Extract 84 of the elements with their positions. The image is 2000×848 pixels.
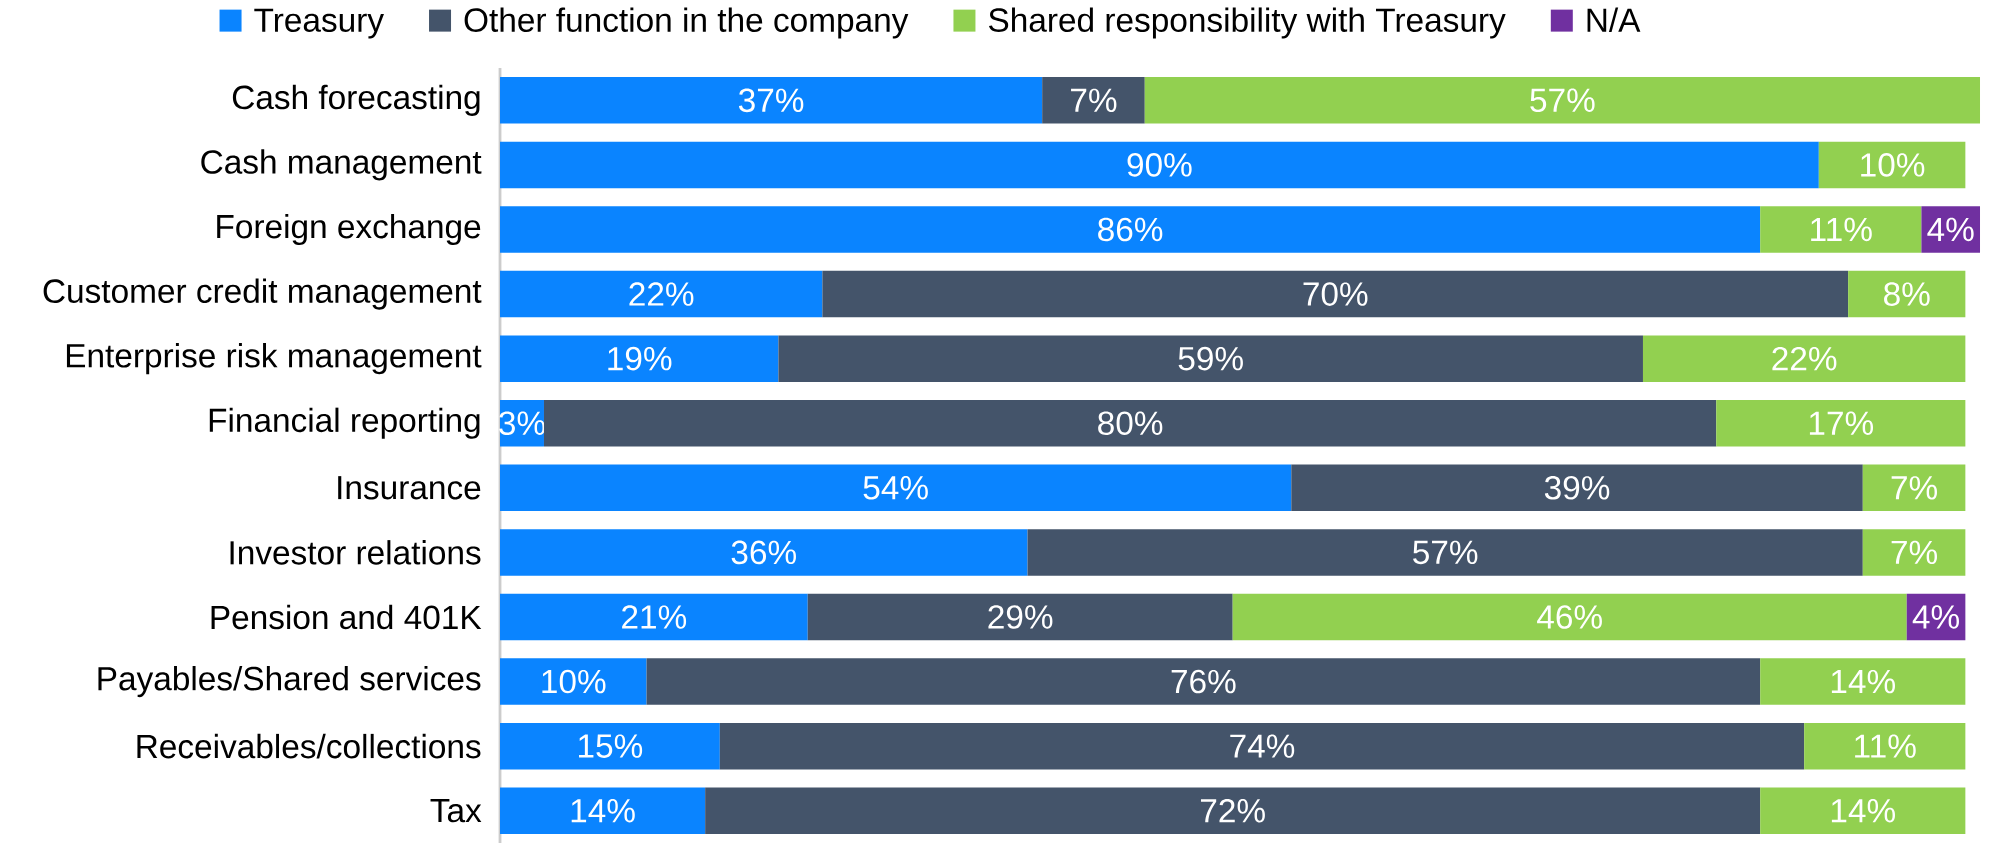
data-label: 39% [1544,475,1610,500]
bar [500,593,808,641]
data-label: 4% [1912,605,1959,629]
data-label: 80% [1098,411,1163,436]
bar [1848,270,1966,318]
data-label: 14% [1831,799,1895,823]
data-label: 70% [1303,282,1368,306]
bar [500,270,823,318]
bar [719,722,1805,770]
y-tick-label: Foreign exchange [217,213,481,246]
legend-label: N/A [1587,7,1641,32]
data-label: 86% [1098,217,1163,242]
bar [500,77,1043,124]
bar [1760,206,1922,253]
bar [500,658,647,705]
data-label: 10% [542,669,606,694]
bar [500,787,706,834]
data-label: 11% [1855,734,1916,758]
data-label: 59% [1178,346,1243,371]
y-tick-label: Cash forecasting [232,84,480,116]
data-label: 46% [1537,605,1602,629]
bar [1144,77,1981,124]
legend-label: Shared responsibility with Treasury [989,7,1506,39]
y-tick-label: Pension and 401K [211,604,482,630]
bar [1716,399,1966,447]
data-label: 21% [622,605,687,629]
data-label: 22% [629,282,694,306]
data-label: 37% [738,88,804,113]
data-label: 54% [863,476,928,500]
bar [500,141,1819,189]
bar [1027,529,1863,576]
data-label: 7% [1891,540,1937,565]
data-label: 29% [988,605,1053,629]
y-tick-label: Customer credit management [43,278,482,310]
data-label: 10% [1861,153,1925,177]
data-label: 22% [1772,346,1837,371]
legend-label: Other function in the company [464,7,909,39]
y-tick-label: Cash management [201,149,482,181]
bar [646,658,1761,705]
data-label: 7% [1891,476,1937,500]
bar [778,335,1643,382]
data-label: 57% [1530,88,1595,113]
y-tick-label: Enterprise risk management [66,343,482,375]
bar [1862,464,1966,512]
data-label: 19% [608,346,672,371]
y-tick-label: Tax [430,799,482,823]
bar [500,206,1761,253]
bar [822,270,1849,318]
bar [500,335,779,382]
bar [543,399,1717,447]
data-label: 74% [1230,734,1295,758]
data-label: 11% [1811,217,1872,242]
bar [500,722,720,770]
bar [1642,335,1966,382]
bar [500,464,1292,512]
data-label: 15% [579,734,643,758]
bar [1760,787,1966,834]
bar [1818,141,1966,189]
data-label: 7% [1071,88,1117,112]
y-tick-label: Insurance [338,476,481,500]
data-label: 76% [1171,669,1236,694]
bar [705,787,1761,834]
y-tick-label: Financial reporting [209,407,480,439]
data-label: 14% [1831,669,1895,694]
bar [1804,722,1966,770]
data-label: 14% [571,799,635,823]
data-label: 90% [1127,153,1192,177]
legend-label: Treasury [254,8,384,39]
bar [1291,464,1863,512]
data-label: 4% [1927,217,1974,242]
bar [807,593,1233,641]
data-label: 57% [1413,540,1478,565]
y-tick-label: Payables/Shared services [98,665,481,698]
data-label: 17% [1809,411,1874,435]
data-label: 8% [1884,282,1930,306]
bar [1760,658,1966,705]
data-label: 72% [1200,798,1265,823]
bar [1862,529,1966,576]
bar [1042,77,1145,124]
bar [500,529,1028,576]
y-tick-label: Investor relations [230,540,481,565]
bar [1232,593,1907,641]
y-tick-label: Receivables/collections [137,733,481,759]
data-label: 36% [731,540,796,565]
